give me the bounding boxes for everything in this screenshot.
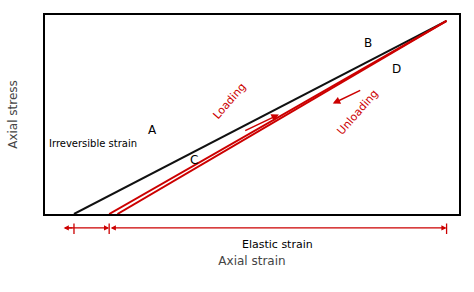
svg-text:C: C bbox=[190, 153, 198, 167]
svg-text:Irreversible strain: Irreversible strain bbox=[49, 138, 137, 149]
svg-text:Unloading: Unloading bbox=[335, 87, 381, 137]
svg-text:Axial strain: Axial strain bbox=[218, 254, 285, 268]
svg-text:Elastic strain: Elastic strain bbox=[242, 238, 313, 251]
svg-text:Axial stress: Axial stress bbox=[6, 80, 20, 149]
svg-text:A: A bbox=[148, 123, 157, 137]
svg-text:Loading: Loading bbox=[210, 81, 248, 122]
svg-text:B: B bbox=[364, 36, 372, 50]
svg-text:D: D bbox=[392, 62, 401, 76]
